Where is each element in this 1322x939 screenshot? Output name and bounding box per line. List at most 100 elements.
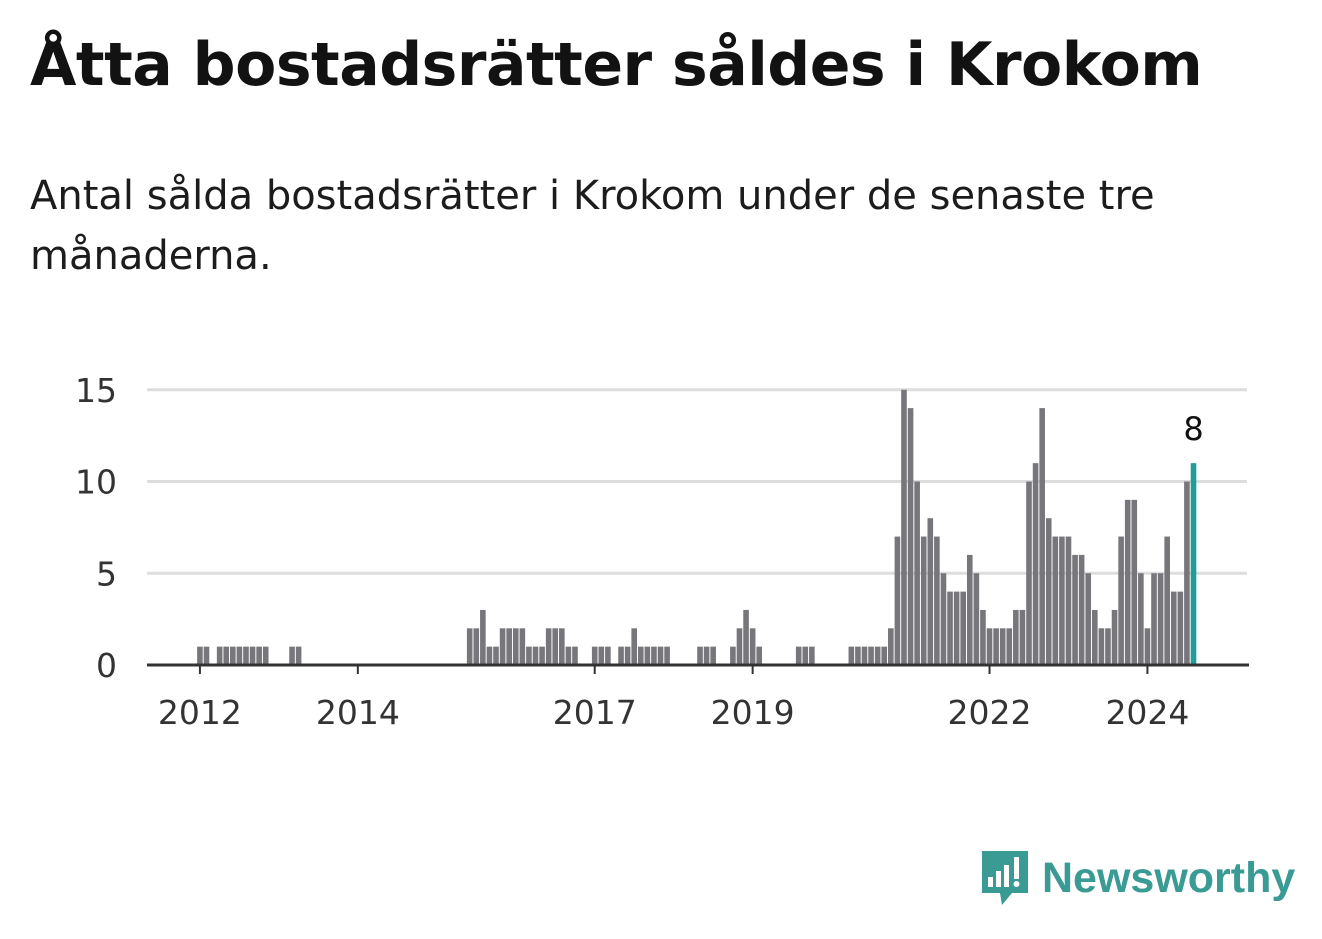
bar (539, 646, 545, 665)
x-tick-label: 2024 (1105, 693, 1189, 732)
bar (1092, 609, 1098, 665)
x-tick-label: 2022 (948, 693, 1032, 732)
bar (809, 646, 815, 665)
bar (545, 628, 552, 665)
bar (519, 628, 526, 665)
bar (920, 536, 927, 665)
bar (223, 646, 230, 665)
bar (907, 408, 914, 665)
bar (914, 481, 920, 665)
gridlines (147, 388, 1247, 575)
bar (591, 646, 598, 665)
bar (1078, 554, 1085, 665)
bar (1006, 628, 1013, 665)
bar (1052, 536, 1059, 665)
bar (605, 646, 611, 665)
bar (1184, 481, 1190, 665)
bar (572, 646, 578, 665)
bar (980, 609, 986, 665)
bar (1144, 628, 1151, 665)
bar (973, 573, 980, 665)
bar (624, 646, 631, 665)
bar (874, 646, 881, 665)
bar (1157, 573, 1164, 665)
bar (1177, 591, 1184, 665)
bar (953, 591, 960, 665)
bar (697, 646, 703, 665)
bar (861, 646, 868, 665)
brand-name: Newsworthy (1042, 853, 1296, 902)
bar (901, 389, 907, 665)
bar (993, 628, 999, 665)
x-tick-label: 2012 (158, 693, 242, 732)
bar (295, 646, 302, 665)
bar (216, 646, 223, 665)
y-axis-ticks: 0 5 10 15 (75, 371, 117, 685)
bar (526, 646, 532, 665)
bar (756, 646, 763, 665)
bar (493, 646, 499, 665)
bar (480, 609, 486, 665)
highlight-bar (1190, 463, 1197, 665)
bar (256, 646, 262, 665)
bar (1131, 499, 1138, 665)
bar (743, 609, 749, 665)
bar (1151, 573, 1157, 665)
bar (710, 646, 716, 665)
bar (532, 646, 539, 665)
bar (243, 646, 249, 665)
bar (795, 646, 802, 665)
bar (486, 646, 493, 665)
bar (947, 591, 953, 665)
bar (868, 646, 874, 665)
bars (197, 389, 1197, 665)
bar (1059, 536, 1065, 665)
bar (1013, 609, 1019, 665)
bar (1124, 499, 1131, 665)
bar (664, 646, 670, 665)
bar (1039, 408, 1045, 665)
bar (230, 646, 236, 665)
bar (559, 628, 565, 665)
bar (1085, 573, 1092, 665)
y-tick-label: 0 (96, 646, 117, 685)
bar (197, 646, 203, 665)
bar (512, 628, 519, 665)
bar (249, 646, 256, 665)
bar (1118, 536, 1124, 665)
bar (631, 628, 637, 665)
bar (499, 628, 506, 665)
bar (1138, 573, 1144, 665)
bar (1072, 554, 1078, 665)
bar (1065, 536, 1072, 665)
bar (1026, 481, 1032, 665)
bar (289, 646, 295, 665)
bar (637, 646, 644, 665)
bar (598, 646, 605, 665)
bar (552, 628, 559, 665)
bar (1164, 536, 1170, 665)
bar (934, 536, 940, 665)
newsworthy-logo: Newsworthy (980, 848, 1295, 908)
bar (960, 591, 966, 665)
y-tick-label: 5 (96, 554, 117, 593)
x-axis-ticks: 2012 2014 2017 2019 2022 2024 (158, 665, 1189, 732)
bar (749, 628, 756, 665)
bar (657, 646, 664, 665)
bar (986, 628, 993, 665)
chart-subtitle: Antal sålda bostadsrätter i Krokom under… (30, 173, 1155, 279)
bar (848, 646, 855, 665)
bar (730, 646, 736, 665)
bar (736, 628, 743, 665)
bar (651, 646, 657, 665)
bar (644, 646, 651, 665)
x-tick-label: 2017 (553, 693, 637, 732)
newsworthy-logo-icon (982, 851, 1028, 905)
bar (703, 646, 710, 665)
bar (236, 646, 243, 665)
bar (1045, 518, 1052, 665)
bar (881, 646, 888, 665)
bar (1105, 628, 1111, 665)
y-tick-label: 15 (75, 371, 117, 410)
